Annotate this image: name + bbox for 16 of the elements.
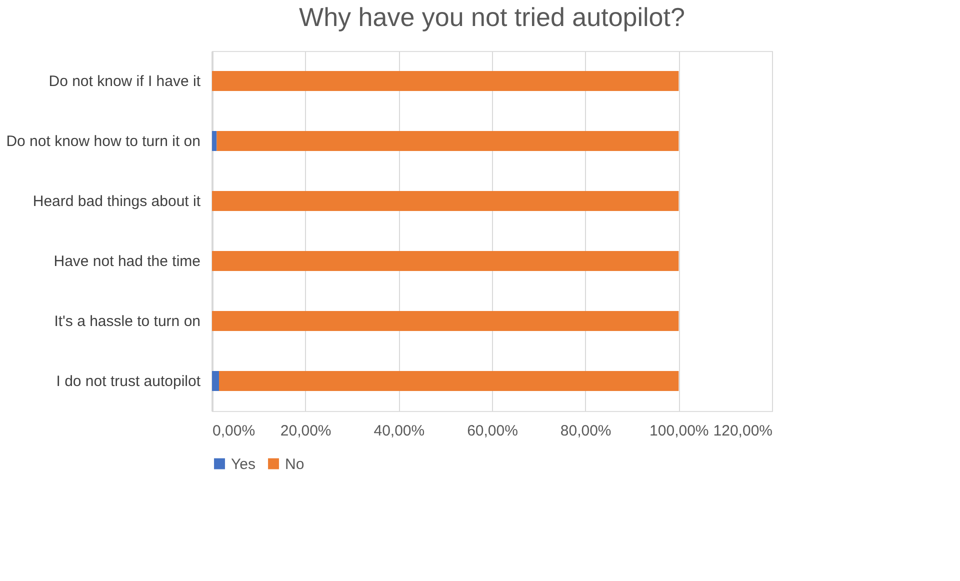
y-tick-label: Have not had the time <box>54 253 200 270</box>
x-tick-label: 0,00% <box>212 422 256 440</box>
x-tick-label: 60,00% <box>467 422 518 440</box>
y-tick-label: Do not know how to turn it on <box>6 133 200 150</box>
x-tick-label: 80,00% <box>560 422 612 440</box>
legend-label: Yes <box>231 456 256 473</box>
chart-title: Why have you not tried autopilot? <box>299 2 685 32</box>
y-tick-label: Do not know if I have it <box>48 73 202 90</box>
y-tick-label: I do not trust autopilot <box>56 373 202 390</box>
y-tick-label: It's a hassle to turn on <box>54 313 200 330</box>
x-tick-label: 120,00% <box>713 422 772 440</box>
x-tick-label: 100,00% <box>650 422 709 440</box>
legend-label: No <box>285 456 304 473</box>
x-tick-label: 20,00% <box>280 422 332 440</box>
x-tick-label: 40,00% <box>374 422 425 440</box>
y-tick-label: Heard bad things about it <box>32 193 202 210</box>
